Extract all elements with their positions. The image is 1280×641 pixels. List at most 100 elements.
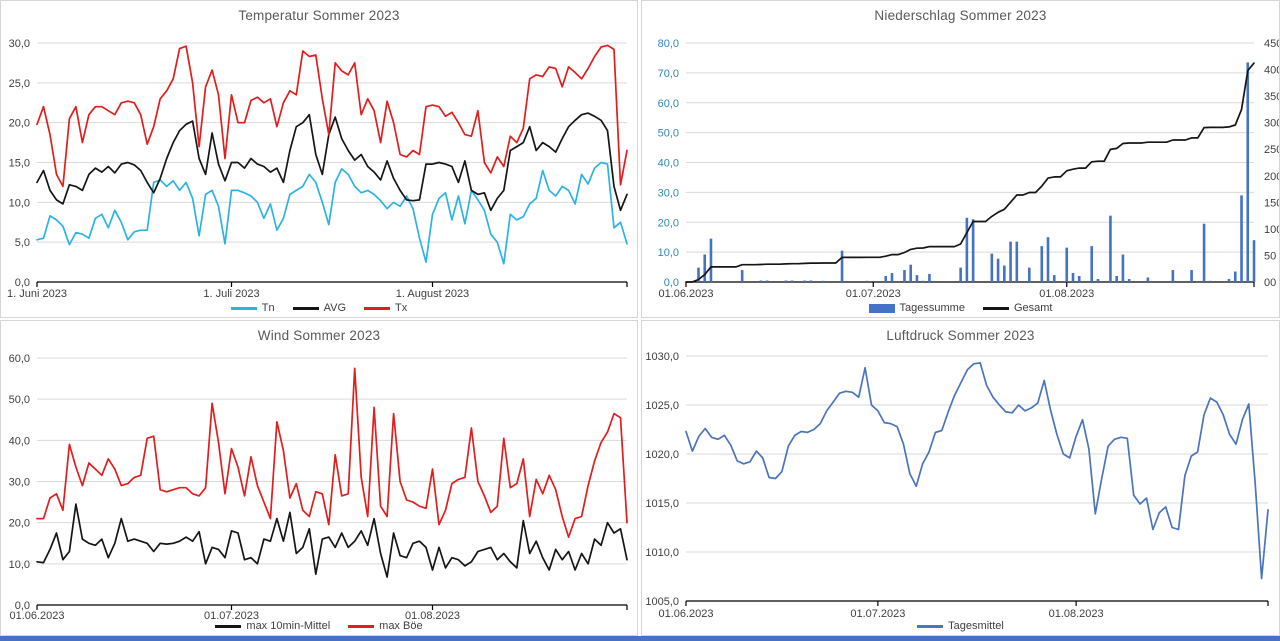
temperature-series-tn <box>36 161 628 265</box>
svg-text:50,0: 50,0 <box>658 128 679 140</box>
svg-text:20,0: 20,0 <box>9 118 30 130</box>
svg-text:300: 300 <box>1264 118 1279 130</box>
svg-text:1015,0: 1015,0 <box>645 498 679 510</box>
svg-text:20,0: 20,0 <box>9 518 30 530</box>
legend-item-tagesmittel: Tagesmittel <box>917 620 1004 632</box>
precipitation-legend: Tagessumme Gesamt <box>642 302 1279 314</box>
svg-text:5,0: 5,0 <box>15 237 30 249</box>
svg-text:01.07.2023: 01.07.2023 <box>204 610 259 622</box>
legend-swatch-tx <box>364 306 391 310</box>
svg-text:00: 00 <box>1264 277 1276 289</box>
svg-text:01.08.2023: 01.08.2023 <box>1039 288 1094 300</box>
svg-text:0,0: 0,0 <box>15 600 30 612</box>
precipitation-gridlines <box>686 42 1254 253</box>
legend-item-tagessumme: Tagessumme <box>868 302 965 314</box>
svg-text:0,0: 0,0 <box>664 277 679 289</box>
temperature-y-axis-labels: 0,0 5,0 10,0 15,0 20,0 25,0 30,0 <box>9 38 30 289</box>
legend-swatch-tagesmittel <box>917 624 944 628</box>
svg-text:01.08.2023: 01.08.2023 <box>1049 608 1104 620</box>
svg-text:150: 150 <box>1264 197 1279 209</box>
legend-item-tn: Tn <box>230 302 275 314</box>
wind-chart-panel[interactable]: 0,0 10,0 20,0 30,0 40,0 50,0 60,0 01.06.2023 01.… <box>0 320 638 636</box>
svg-text:50,0: 50,0 <box>9 394 30 406</box>
svg-text:1. Juli 2023: 1. Juli 2023 <box>203 288 259 300</box>
wind-legend: max 10min-Mittel max Böe <box>1 620 637 632</box>
precipitation-y-axis-labels: 0,0 10,0 20,0 30,0 40,0 50,0 60,0 70,0 80,0 <box>658 38 679 289</box>
precipitation-series-gesamt <box>685 62 1255 283</box>
svg-text:01.06.2023: 01.06.2023 <box>9 610 64 622</box>
wind-series-max-10min-mittel <box>36 503 628 578</box>
legend-item-max-10min-mittel: max 10min-Mittel <box>215 620 330 632</box>
chart-title-precipitation: Niederschlag Sommer 2023 <box>874 8 1047 23</box>
pressure-legend: Tagesmittel <box>642 620 1279 632</box>
legend-label: Gesamt <box>1013 302 1053 314</box>
pressure-x-axis: 01.06.2023 01.07.2023 01.08.2023 <box>658 600 1269 620</box>
precipitation-plot: 0,0 10,0 20,0 30,0 40,0 50,0 60,0 70,0 80,0 00 50 1… <box>658 38 1279 300</box>
svg-text:400: 400 <box>1264 65 1279 77</box>
svg-text:60,0: 60,0 <box>9 353 30 365</box>
temperature-series-avg <box>36 112 628 212</box>
wind-plot: 0,0 10,0 20,0 30,0 40,0 50,0 60,0 01.06.2023 01.… <box>9 353 628 622</box>
chart-title-pressure: Luftdruck Sommer 2023 <box>886 328 1035 343</box>
chart-title-temperature: Temperatur Sommer 2023 <box>238 8 400 23</box>
chart-title-wind: Wind Sommer 2023 <box>257 328 381 343</box>
svg-text:40,0: 40,0 <box>9 435 30 447</box>
legend-label: Tagessumme <box>899 302 965 314</box>
svg-text:50: 50 <box>1264 250 1276 262</box>
svg-text:30,0: 30,0 <box>9 38 30 50</box>
svg-text:30,0: 30,0 <box>658 187 679 199</box>
pressure-series-tagesmittel <box>685 362 1269 580</box>
legend-item-tx: Tx <box>364 302 407 314</box>
svg-text:1010,0: 1010,0 <box>645 547 679 559</box>
precipitation-series-tagessumme <box>697 62 1256 283</box>
legend-label: Tn <box>261 302 275 314</box>
svg-text:1020,0: 1020,0 <box>645 449 679 461</box>
wind-y-axis-labels: 0,0 10,0 20,0 30,0 40,0 50,0 60,0 <box>9 353 30 612</box>
legend-swatch-gesamt <box>982 306 1009 310</box>
legend-label: max 10min-Mittel <box>246 620 331 632</box>
svg-text:1005,0: 1005,0 <box>645 596 679 608</box>
legend-item-avg: AVG <box>292 302 347 314</box>
svg-text:10,0: 10,0 <box>658 247 679 259</box>
temperature-series-tx <box>36 44 628 188</box>
svg-text:250: 250 <box>1264 144 1279 156</box>
svg-text:20,0: 20,0 <box>658 217 679 229</box>
svg-text:30,0: 30,0 <box>9 477 30 489</box>
wind-series-max-böe <box>36 367 628 538</box>
wind-x-axis: 01.06.2023 01.07.2023 01.08.2023 <box>9 604 628 622</box>
legend-label: Tagesmittel <box>948 620 1004 632</box>
svg-text:01.06.2023: 01.06.2023 <box>658 608 713 620</box>
precipitation-x-axis: 01.06.2023 01.07.2023 01.08.2023 <box>658 281 1255 300</box>
svg-text:70,0: 70,0 <box>658 68 679 80</box>
pressure-y-axis-labels: 1005,0 1010,0 1015,0 1020,0 1025,0 1030,0 <box>645 351 679 608</box>
svg-text:15,0: 15,0 <box>9 158 30 170</box>
temperature-x-axis: 1. Juni 2023 1. Juli 2023 1. August 2023 <box>7 281 628 300</box>
svg-text:350: 350 <box>1264 91 1279 103</box>
legend-label: Tx <box>395 302 408 314</box>
temperature-legend: Tn AVG Tx <box>1 302 637 314</box>
svg-text:25,0: 25,0 <box>9 78 30 90</box>
svg-text:200: 200 <box>1264 171 1279 183</box>
svg-text:01.06.2023: 01.06.2023 <box>658 288 713 300</box>
svg-text:80,0: 80,0 <box>658 38 679 50</box>
legend-swatch-avg <box>292 306 319 310</box>
legend-label: AVG <box>323 302 347 314</box>
temperature-gridlines <box>37 42 627 243</box>
svg-text:1. Juni 2023: 1. Juni 2023 <box>7 288 67 300</box>
svg-text:100: 100 <box>1264 224 1279 236</box>
pressure-plot: 1005,0 1010,0 1015,0 1020,0 1025,0 1030,0 01.0… <box>645 351 1269 620</box>
temperature-chart-panel[interactable]: 0,0 5,0 10,0 15,0 20,0 25,0 30,0 1. Juni 2023 1.… <box>0 0 638 318</box>
svg-text:10,0: 10,0 <box>9 559 30 571</box>
precipitation-chart-panel[interactable]: 0,0 10,0 20,0 30,0 40,0 50,0 60,0 70,0 80,0 00 50 1… <box>641 0 1280 318</box>
legend-item-max-böe: max Böe <box>348 620 423 632</box>
temperature-plot: 0,05,010,015,020,025,030,01. Juni 2023 1.… <box>7 38 628 300</box>
svg-text:1025,0: 1025,0 <box>645 400 679 412</box>
svg-text:40,0: 40,0 <box>658 158 679 170</box>
pressure-chart-panel[interactable]: 1005,0 1010,0 1015,0 1020,0 1025,0 1030,0 01.0… <box>641 320 1280 636</box>
svg-text:1030,0: 1030,0 <box>645 351 679 363</box>
precipitation-y2-axis-labels: 00 50 100 150 200 250 300 350 400 450 <box>1264 38 1279 289</box>
pressure-gridlines <box>686 355 1268 553</box>
bottom-bar <box>0 636 1280 641</box>
legend-swatch-max-böe <box>348 624 375 628</box>
